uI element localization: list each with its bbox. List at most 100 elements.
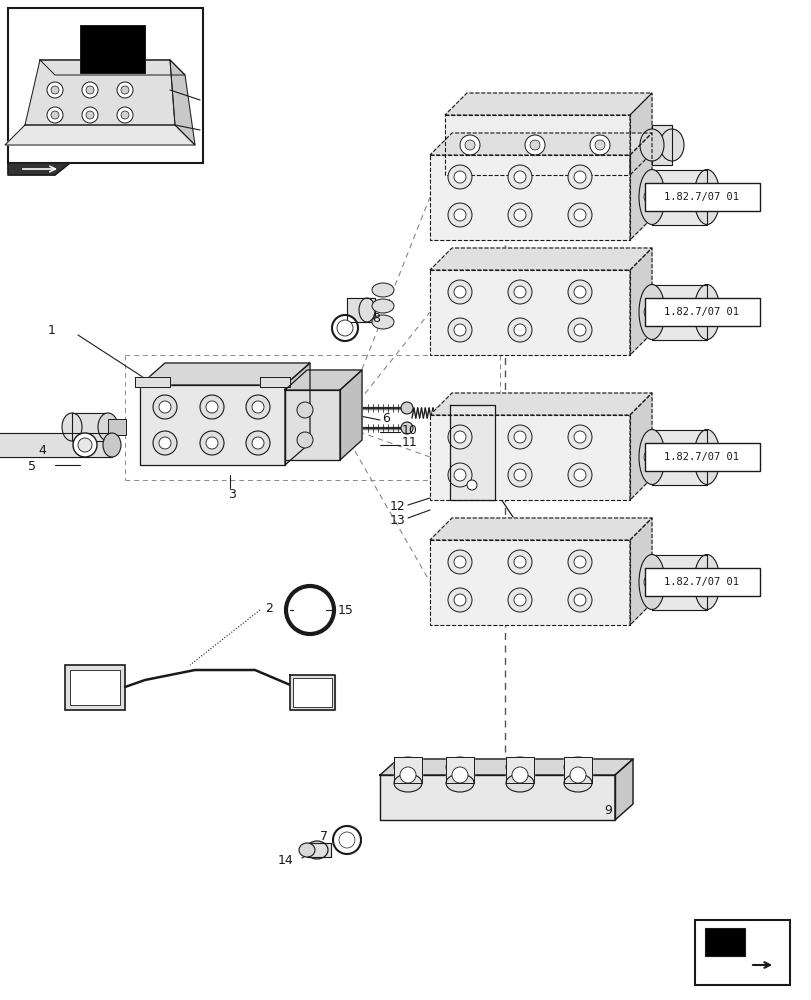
Ellipse shape [638, 554, 664, 609]
Circle shape [508, 165, 531, 189]
Circle shape [448, 318, 471, 342]
Ellipse shape [693, 554, 719, 609]
Polygon shape [346, 298, 375, 322]
Polygon shape [340, 370, 362, 460]
Circle shape [86, 86, 94, 94]
Text: 1.82.7/07 01: 1.82.7/07 01 [663, 452, 739, 462]
Ellipse shape [393, 757, 422, 777]
Circle shape [448, 588, 471, 612]
Text: 4: 4 [38, 444, 45, 456]
Circle shape [82, 82, 98, 98]
Text: 10: 10 [401, 424, 418, 436]
Bar [70, 670, 120, 705]
Circle shape [117, 82, 133, 98]
Circle shape [466, 480, 476, 490]
Text: 12: 12 [389, 500, 406, 514]
Polygon shape [430, 133, 651, 155]
Polygon shape [285, 370, 362, 390]
Polygon shape [444, 93, 651, 115]
Polygon shape [629, 248, 651, 355]
Circle shape [594, 140, 604, 150]
Ellipse shape [505, 757, 534, 777]
Circle shape [568, 463, 591, 487]
Polygon shape [564, 757, 591, 783]
Circle shape [573, 324, 586, 336]
Circle shape [448, 203, 471, 227]
Circle shape [121, 111, 129, 119]
Ellipse shape [659, 129, 683, 161]
Circle shape [246, 431, 270, 455]
Circle shape [643, 304, 659, 320]
Text: 8: 8 [371, 312, 380, 324]
Circle shape [337, 320, 353, 336]
Circle shape [400, 767, 415, 783]
Ellipse shape [638, 169, 664, 225]
Text: 6: 6 [381, 412, 389, 424]
Polygon shape [285, 363, 310, 465]
Circle shape [73, 433, 97, 457]
Text: 13: 13 [389, 514, 406, 526]
Text: 7: 7 [320, 830, 328, 842]
Polygon shape [430, 540, 629, 625]
Text: 11: 11 [401, 436, 417, 450]
Ellipse shape [371, 283, 393, 297]
Circle shape [206, 437, 217, 449]
Polygon shape [430, 155, 629, 240]
Ellipse shape [306, 841, 328, 859]
Ellipse shape [445, 774, 474, 792]
Polygon shape [135, 377, 169, 387]
Circle shape [569, 767, 586, 783]
Polygon shape [25, 60, 175, 125]
Circle shape [401, 402, 413, 414]
Circle shape [448, 550, 471, 574]
Circle shape [448, 463, 471, 487]
Circle shape [508, 203, 531, 227]
Circle shape [590, 135, 609, 155]
Ellipse shape [371, 315, 393, 329]
Circle shape [452, 767, 467, 783]
Circle shape [513, 286, 526, 298]
Polygon shape [380, 759, 633, 775]
Bar [65, 665, 125, 710]
Circle shape [78, 438, 92, 452]
Circle shape [508, 588, 531, 612]
Circle shape [200, 431, 224, 455]
Circle shape [643, 449, 659, 465]
Circle shape [525, 135, 544, 155]
Circle shape [47, 82, 63, 98]
Polygon shape [629, 93, 651, 175]
Polygon shape [651, 285, 706, 340]
Circle shape [246, 395, 270, 419]
Polygon shape [505, 757, 534, 783]
Ellipse shape [564, 757, 591, 777]
Circle shape [573, 431, 586, 443]
Circle shape [513, 324, 526, 336]
Polygon shape [40, 60, 185, 75]
Circle shape [508, 550, 531, 574]
Bar [644, 183, 759, 211]
Circle shape [251, 437, 264, 449]
Circle shape [453, 594, 466, 606]
Polygon shape [430, 415, 629, 500]
Ellipse shape [445, 757, 474, 777]
Circle shape [448, 165, 471, 189]
Circle shape [159, 437, 171, 449]
Ellipse shape [103, 433, 121, 457]
Circle shape [465, 140, 474, 150]
Circle shape [513, 469, 526, 481]
Circle shape [513, 431, 526, 443]
Circle shape [453, 324, 466, 336]
Polygon shape [285, 390, 340, 460]
Polygon shape [380, 775, 614, 820]
Circle shape [698, 189, 714, 205]
Ellipse shape [693, 169, 719, 225]
Bar [644, 298, 759, 326]
Circle shape [294, 594, 325, 626]
Circle shape [47, 107, 63, 123]
Circle shape [573, 171, 586, 183]
Circle shape [698, 449, 714, 465]
Circle shape [251, 401, 264, 413]
Text: 1.82.7/07 01: 1.82.7/07 01 [663, 577, 739, 587]
Circle shape [200, 395, 224, 419]
Polygon shape [449, 405, 495, 500]
